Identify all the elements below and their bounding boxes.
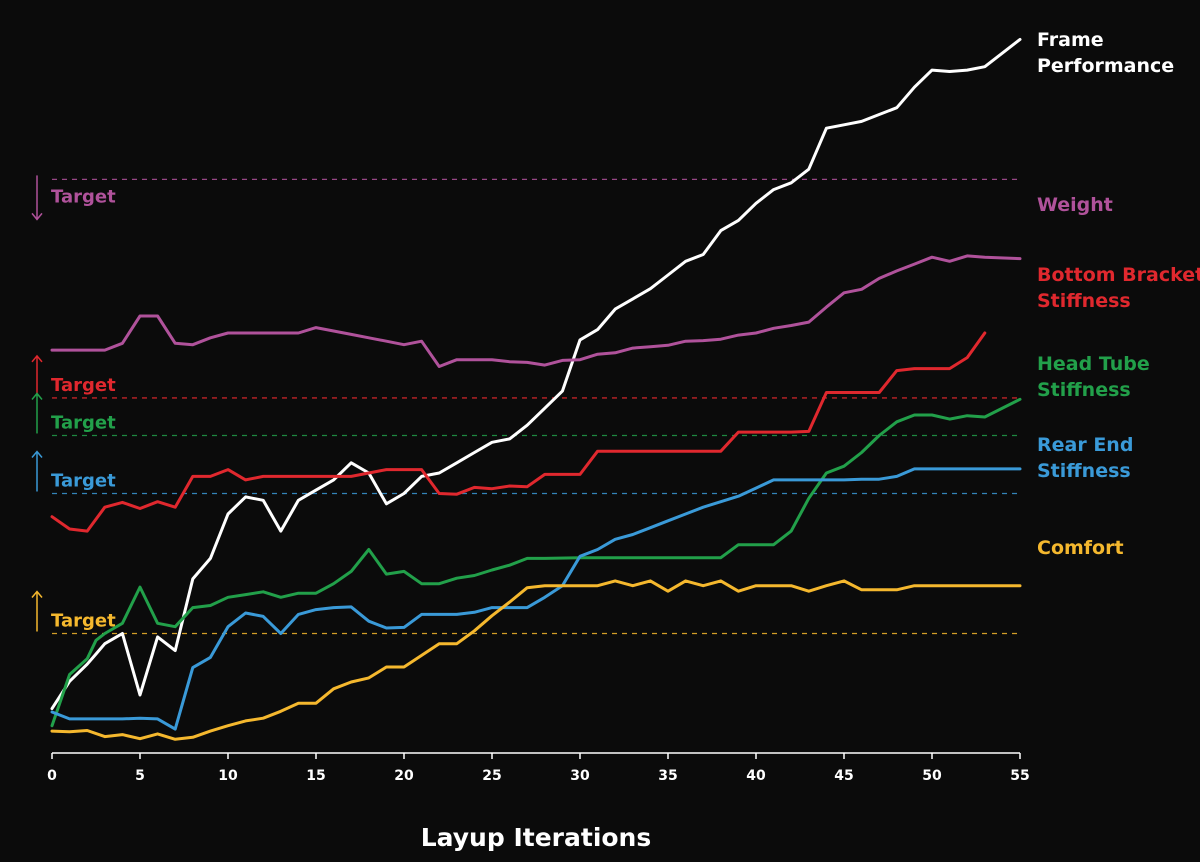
x-tick-label: 20	[394, 768, 414, 784]
series-label-frame-performance: Performance	[1037, 55, 1174, 77]
series-lines	[50, 37, 1022, 741]
series-label-rear-end-stiffness: Stiffness	[1037, 460, 1131, 482]
target-label: Target	[51, 186, 116, 207]
series-line-head-tube-stiffness	[50, 397, 1022, 728]
series-label-bottom-bracket-stiffness: Stiffness	[1037, 290, 1131, 312]
target-lines: Target Target Target Target Target	[31, 175, 1020, 635]
series-label-bottom-bracket-stiffness: Bottom Bracket	[1037, 264, 1200, 286]
series-label-weight: Weight	[1037, 194, 1113, 216]
x-tick-label: 40	[746, 768, 766, 784]
x-tick-label: 10	[218, 768, 238, 784]
x-axis-ticks: 0 5 10 15 20 25 30 35 40 45 50 55	[47, 753, 1030, 784]
series-line-weight	[50, 254, 1022, 368]
target-arrowhead	[31, 212, 43, 221]
series-label-head-tube-stiffness: Head Tube	[1037, 353, 1150, 375]
x-tick-label: 50	[922, 768, 942, 784]
target-label: Target	[51, 471, 116, 492]
series-line-frame-performance	[50, 37, 1022, 711]
x-tick-label: 25	[482, 768, 501, 784]
x-tick-label: 15	[306, 768, 325, 784]
series-label-frame-performance: Frame	[1037, 29, 1104, 51]
x-tick-label: 0	[47, 768, 57, 784]
x-axis-label: Layup Iterations	[421, 823, 652, 852]
target-label: Target	[51, 412, 116, 433]
target-label: Target	[51, 375, 116, 396]
series-line-bottom-bracket-stiffness	[50, 331, 987, 533]
x-tick-label: 35	[658, 768, 677, 784]
series-labels: Frame Performance Weight Bottom Bracket Stif…	[1037, 29, 1200, 559]
x-tick-label: 55	[1010, 768, 1029, 784]
target-arrowhead	[31, 354, 43, 363]
x-tick-label: 5	[135, 768, 145, 784]
series-line-rear-end-stiffness	[50, 467, 1022, 731]
target-arrowhead	[31, 590, 43, 598]
target-arrowhead	[31, 392, 43, 400]
series-line-comfort	[50, 579, 1022, 741]
target-label: Target	[51, 611, 116, 632]
series-label-head-tube-stiffness: Stiffness	[1037, 379, 1131, 401]
series-label-comfort: Comfort	[1037, 537, 1124, 559]
x-tick-label: 45	[834, 768, 853, 784]
x-tick-label: 30	[570, 768, 590, 784]
series-label-rear-end-stiffness: Rear End	[1037, 434, 1133, 456]
target-arrowhead	[31, 450, 43, 458]
